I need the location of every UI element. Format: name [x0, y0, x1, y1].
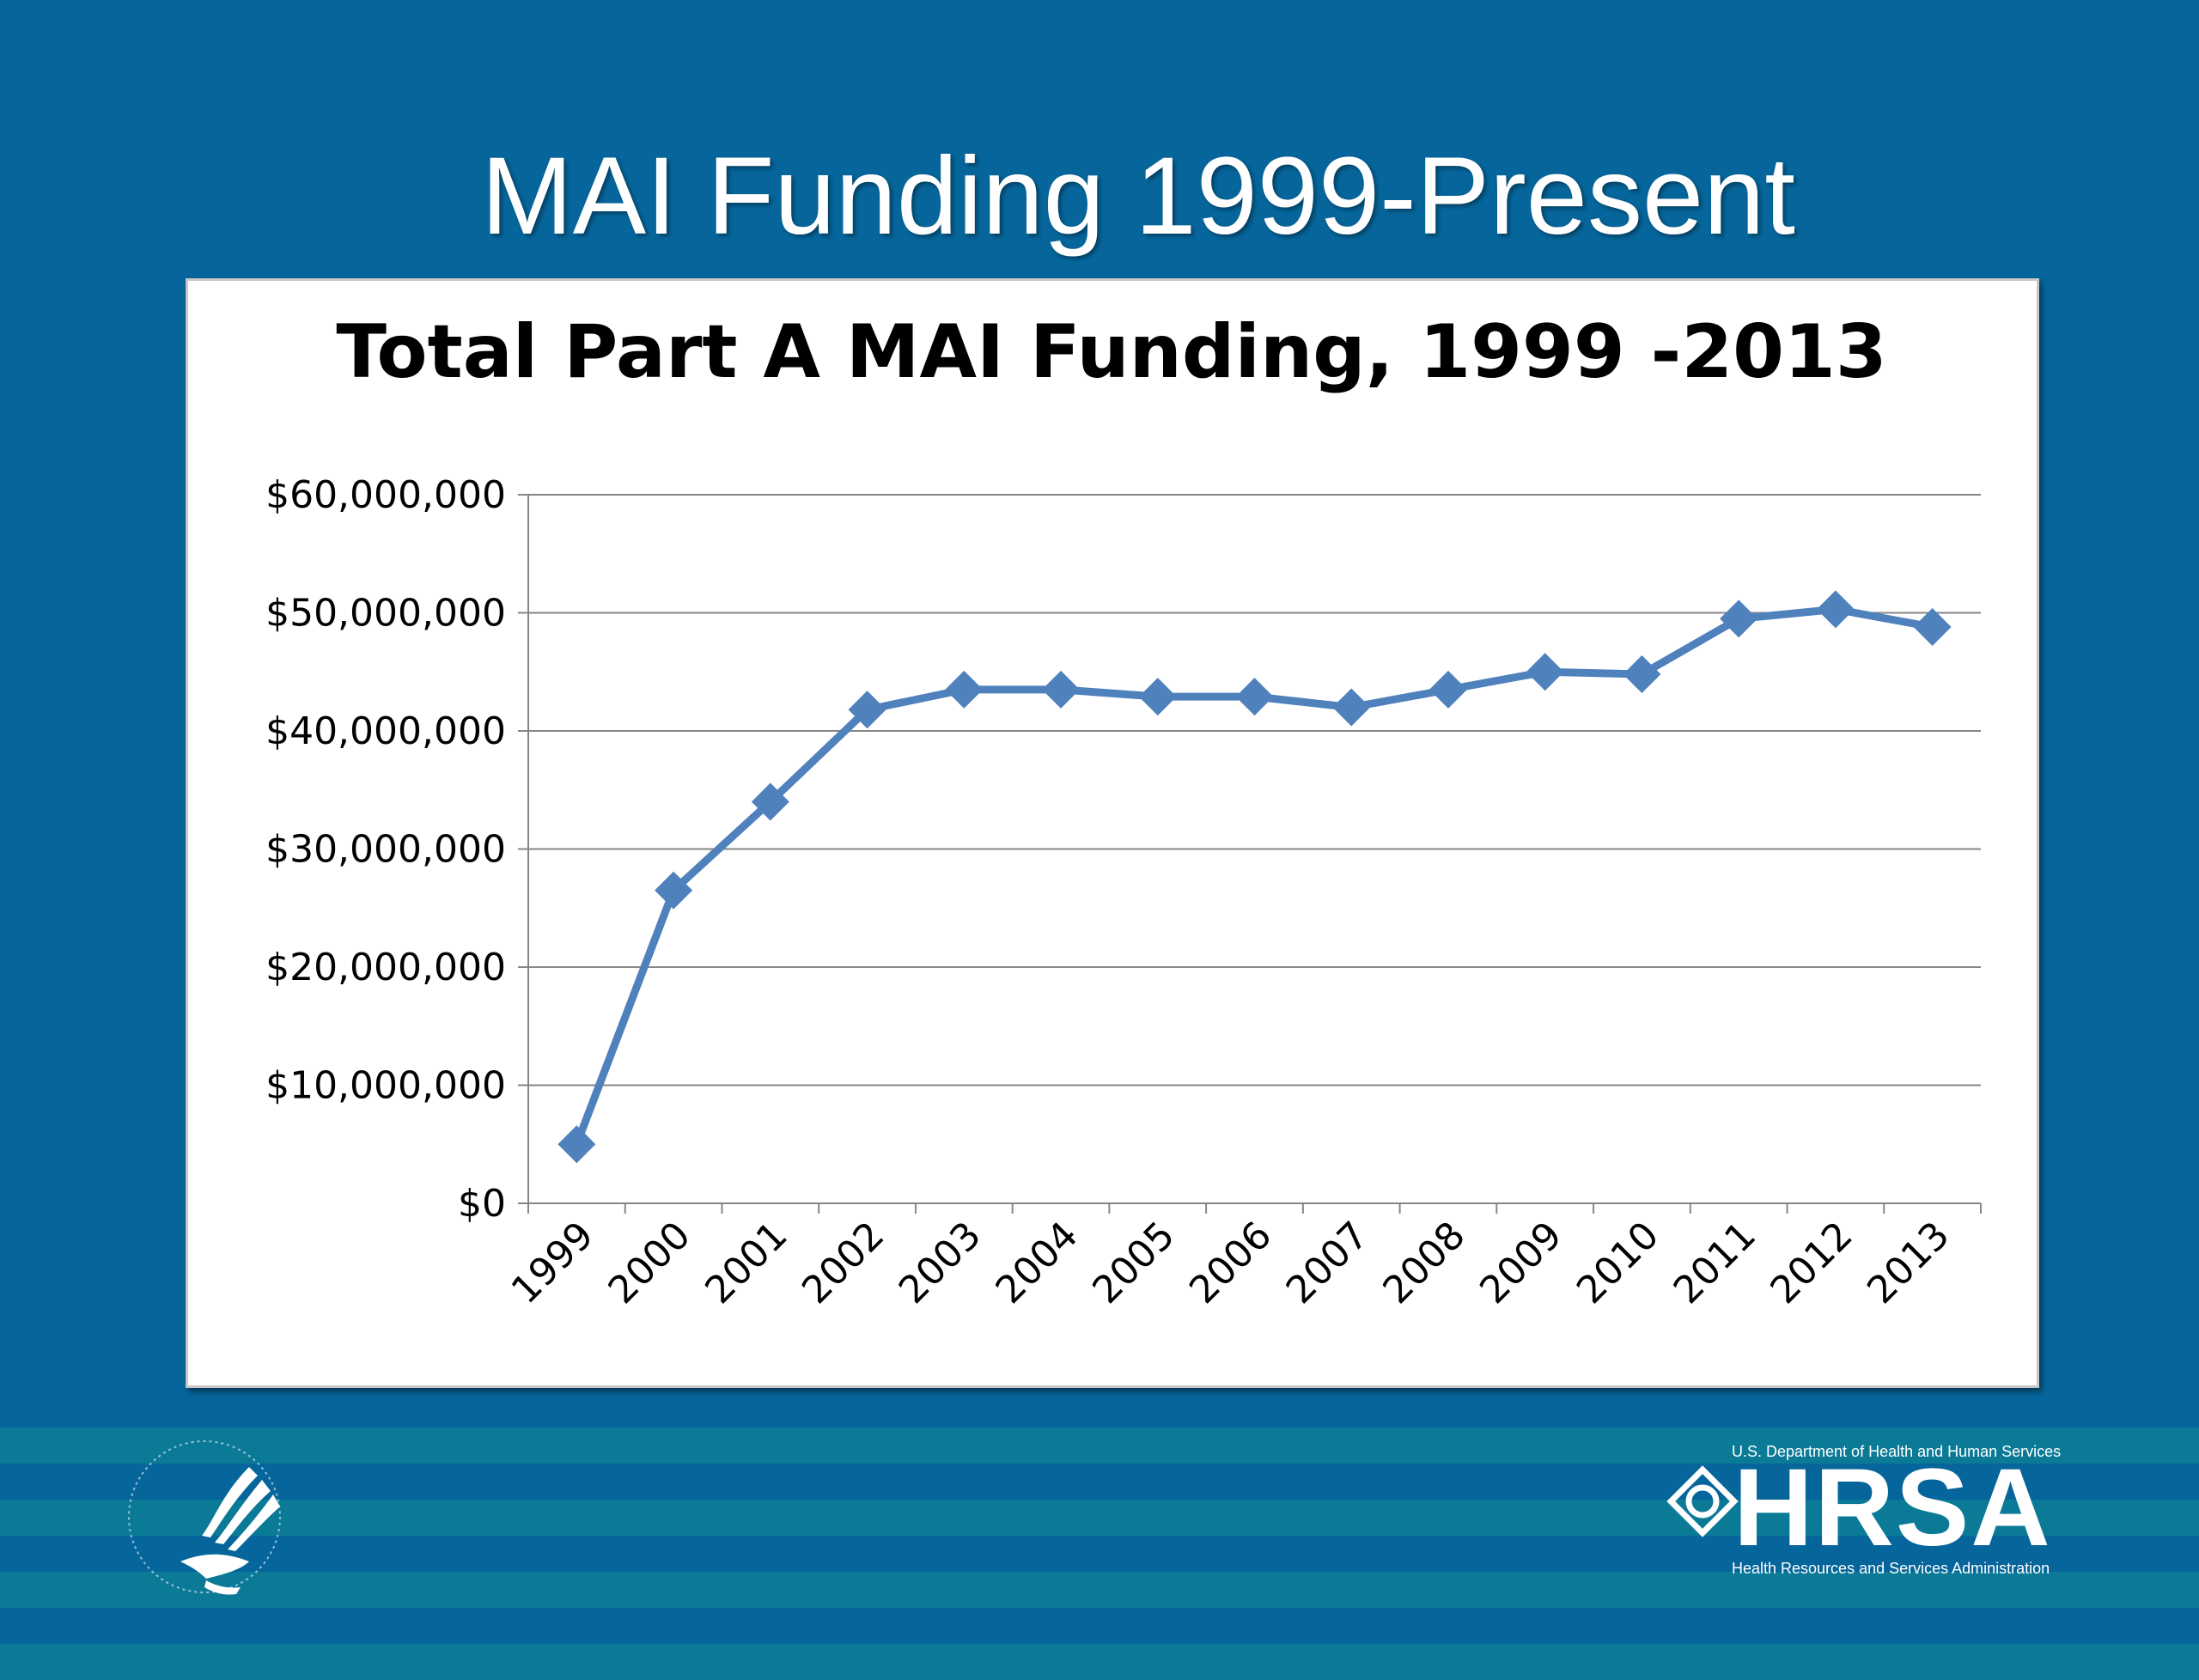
data-point-marker: [1235, 678, 1274, 716]
hrsa-department-text: U.S. Department of Health and Human Serv…: [1732, 1443, 2062, 1460]
x-tick-label: 1999: [503, 1214, 602, 1312]
data-point-marker: [1428, 670, 1467, 709]
x-tick-label: 2013: [1859, 1214, 1958, 1312]
hhs-eagle-seal-icon: [128, 1440, 281, 1595]
footer-band: [0, 1536, 2199, 1572]
data-point-marker: [1720, 600, 1758, 638]
x-tick-label: 2011: [1666, 1214, 1764, 1312]
x-tick-label: 2002: [794, 1214, 892, 1312]
line-chart: Total Part A MAI Funding, 1999 -2013 $0$…: [265, 309, 1982, 1312]
x-tick-label: 2007: [1278, 1214, 1377, 1312]
x-tick-label: 2001: [697, 1214, 795, 1312]
y-tick-label: $0: [458, 1182, 506, 1226]
x-tick-label: 2004: [988, 1214, 1087, 1312]
y-tick-label: $60,000,000: [265, 473, 506, 517]
data-point-marker: [1332, 688, 1371, 727]
x-tick-label: 2008: [1374, 1214, 1473, 1312]
data-point-marker: [1913, 608, 1952, 646]
y-tick-labels: $0 $10,000,000 $20,000,000 $30,000,000 $40,0…: [265, 473, 506, 1226]
data-point-marker: [751, 782, 789, 821]
x-tick-label: 2012: [1762, 1214, 1861, 1312]
footer-band: [0, 1608, 2199, 1644]
x-tick-label: 2009: [1471, 1214, 1570, 1312]
series: [557, 590, 1952, 1164]
x-tick-label: 2003: [891, 1214, 990, 1312]
hrsa-wordmark: HRSA: [1733, 1446, 2052, 1569]
y-tick-label: $40,000,000: [265, 709, 506, 753]
hrsa-knot-icon: [1666, 1465, 1739, 1537]
y-tick-label: $30,000,000: [265, 828, 506, 872]
x-tick-label: 2010: [1569, 1214, 1667, 1312]
footer-band: [0, 1572, 2199, 1608]
footer-band: [0, 1644, 2199, 1680]
x-tick-label: 2005: [1084, 1214, 1183, 1312]
y-tick-label: $10,000,000: [265, 1064, 506, 1108]
footer-band: [0, 1500, 2199, 1536]
data-point-marker: [945, 670, 984, 709]
data-point-marker: [557, 1125, 596, 1164]
y-tick-label: $20,000,000: [265, 946, 506, 989]
data-point-marker: [848, 691, 886, 729]
footer-band: [0, 1427, 2199, 1464]
gridlines: [528, 494, 1981, 1087]
x-tick-label: 2000: [600, 1214, 699, 1312]
hrsa-fullname-text: Health Resources and Services Administra…: [1732, 1560, 2050, 1577]
data-point-marker: [1042, 670, 1081, 709]
chart-panel: Total Part A MAI Funding, 1999 -2013 $0 $…: [186, 278, 2039, 1388]
data-point-marker: [655, 871, 693, 910]
y-tick-label: $50,000,000: [265, 592, 506, 636]
chart-title: Total Part A MAI Funding, 1999 -2013: [336, 309, 1886, 395]
data-point-marker: [1816, 590, 1855, 629]
axes: [518, 494, 1982, 1214]
footer-band: [0, 1464, 2199, 1500]
x-tick-label: 2006: [1181, 1214, 1280, 1312]
data-point-marker: [1623, 655, 1661, 693]
data-point-marker: [1138, 678, 1177, 716]
x-tick-labels: 1999200020012002200320042005200620072008…: [503, 1214, 1958, 1312]
data-point-marker: [1526, 653, 1564, 691]
slide-title: MAI Funding 1999-Present: [481, 135, 1795, 258]
